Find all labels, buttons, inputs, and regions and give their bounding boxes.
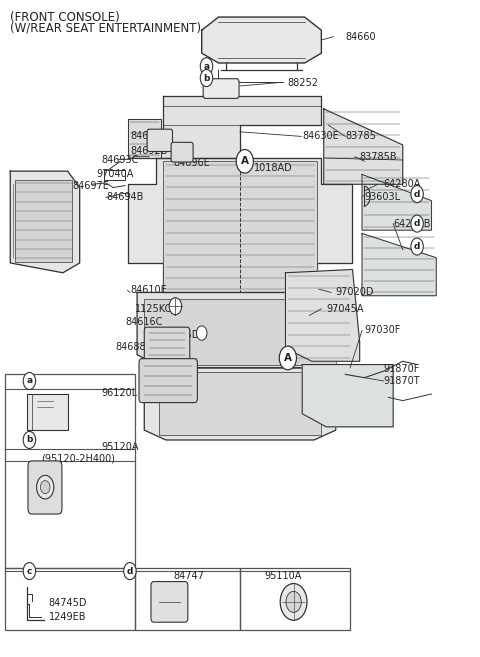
Circle shape bbox=[286, 591, 301, 612]
Circle shape bbox=[411, 215, 423, 232]
FancyBboxPatch shape bbox=[151, 581, 188, 622]
Text: 97045A: 97045A bbox=[326, 304, 364, 314]
Text: 84616C: 84616C bbox=[125, 317, 163, 327]
Text: a: a bbox=[204, 62, 210, 71]
Bar bbox=[144, 299, 336, 365]
Text: 83785: 83785 bbox=[345, 131, 376, 141]
Circle shape bbox=[279, 346, 297, 370]
Polygon shape bbox=[128, 158, 352, 292]
Text: A: A bbox=[241, 156, 249, 166]
Circle shape bbox=[411, 185, 423, 202]
Text: d: d bbox=[414, 242, 420, 251]
Text: A: A bbox=[284, 353, 292, 363]
Polygon shape bbox=[202, 17, 322, 63]
FancyBboxPatch shape bbox=[144, 327, 190, 361]
Text: 64280B: 64280B bbox=[393, 219, 431, 229]
Text: 96565: 96565 bbox=[15, 187, 46, 197]
Bar bbox=[158, 373, 322, 435]
FancyBboxPatch shape bbox=[171, 143, 193, 162]
Text: 93603L: 93603L bbox=[364, 193, 401, 202]
Text: 84660: 84660 bbox=[345, 32, 376, 42]
Circle shape bbox=[280, 583, 307, 620]
Bar bbox=[135, 568, 240, 630]
Text: b: b bbox=[26, 436, 33, 444]
Bar bbox=[5, 568, 135, 630]
Text: (95120-2H400): (95120-2H400) bbox=[41, 453, 115, 463]
Polygon shape bbox=[128, 119, 161, 158]
Text: 97040A: 97040A bbox=[96, 170, 134, 179]
Text: 83785B: 83785B bbox=[360, 152, 397, 162]
Text: 1125KC: 1125KC bbox=[135, 304, 172, 314]
Circle shape bbox=[169, 298, 181, 315]
Text: 84696E: 84696E bbox=[173, 158, 210, 168]
Text: 84745D: 84745D bbox=[48, 598, 87, 608]
Text: 1249EB: 1249EB bbox=[48, 612, 86, 622]
Circle shape bbox=[411, 238, 423, 255]
FancyBboxPatch shape bbox=[203, 79, 239, 99]
Text: a: a bbox=[26, 376, 33, 386]
Text: 84688: 84688 bbox=[116, 342, 146, 352]
Polygon shape bbox=[135, 96, 322, 158]
Text: d: d bbox=[414, 190, 420, 198]
Text: 84694B: 84694B bbox=[106, 193, 144, 202]
Bar bbox=[240, 568, 350, 630]
Circle shape bbox=[236, 150, 253, 173]
Polygon shape bbox=[324, 109, 403, 184]
Text: 95120A: 95120A bbox=[101, 442, 139, 451]
Bar bbox=[163, 162, 317, 292]
Circle shape bbox=[124, 562, 136, 579]
Text: 84693C: 84693C bbox=[101, 155, 139, 165]
Polygon shape bbox=[10, 171, 80, 273]
Text: (W/REAR SEAT ENTERTAINMENT): (W/REAR SEAT ENTERTAINMENT) bbox=[10, 22, 202, 35]
Text: 1125DA: 1125DA bbox=[168, 330, 207, 340]
Text: (FRONT CONSOLE): (FRONT CONSOLE) bbox=[10, 11, 120, 24]
Polygon shape bbox=[362, 174, 432, 230]
Circle shape bbox=[23, 432, 36, 449]
Text: d: d bbox=[127, 566, 133, 576]
Text: 95110A: 95110A bbox=[264, 571, 301, 581]
Text: 84695D: 84695D bbox=[130, 131, 168, 141]
Text: 96120L: 96120L bbox=[101, 388, 137, 397]
FancyBboxPatch shape bbox=[147, 129, 172, 152]
Polygon shape bbox=[362, 233, 436, 296]
Polygon shape bbox=[144, 368, 336, 440]
Text: 97030F: 97030F bbox=[364, 325, 401, 336]
Text: c: c bbox=[27, 566, 32, 576]
Text: d: d bbox=[414, 219, 420, 228]
Polygon shape bbox=[286, 269, 360, 361]
Text: 84610E: 84610E bbox=[130, 286, 167, 296]
Circle shape bbox=[40, 481, 50, 493]
Text: 84692B: 84692B bbox=[130, 147, 168, 156]
Polygon shape bbox=[302, 365, 393, 427]
FancyBboxPatch shape bbox=[28, 461, 62, 514]
Text: 97020D: 97020D bbox=[336, 288, 374, 298]
Text: 84630E: 84630E bbox=[302, 131, 339, 141]
FancyBboxPatch shape bbox=[139, 359, 197, 403]
Text: 84747: 84747 bbox=[173, 571, 204, 581]
Circle shape bbox=[200, 70, 213, 87]
Circle shape bbox=[196, 326, 207, 340]
Text: b: b bbox=[204, 74, 210, 83]
Text: 91870T: 91870T bbox=[384, 376, 420, 386]
Bar bbox=[15, 179, 72, 261]
Polygon shape bbox=[137, 292, 343, 368]
Circle shape bbox=[36, 476, 54, 499]
Text: 1018AD: 1018AD bbox=[254, 163, 293, 173]
Circle shape bbox=[23, 562, 36, 579]
Text: 91870F: 91870F bbox=[384, 364, 420, 374]
Circle shape bbox=[23, 373, 36, 390]
Bar bbox=[27, 394, 68, 430]
Bar bbox=[5, 374, 135, 568]
Circle shape bbox=[200, 58, 213, 75]
Text: 84697E: 84697E bbox=[72, 181, 109, 191]
Text: 64280A: 64280A bbox=[384, 179, 421, 189]
Text: 88252: 88252 bbox=[288, 78, 319, 87]
